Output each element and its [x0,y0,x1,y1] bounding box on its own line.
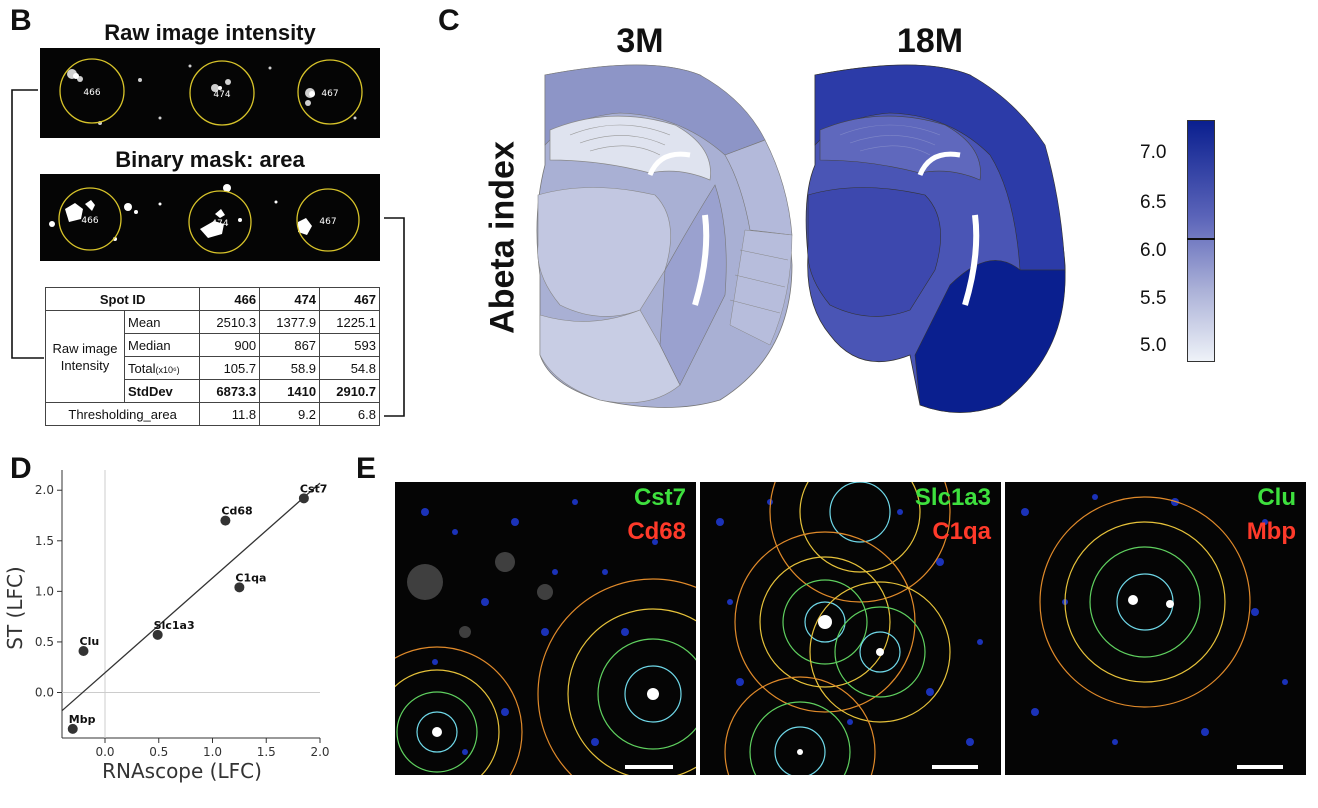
mask-spot-label: 474 [211,219,228,229]
green-marker-label: Cst7 [633,484,686,511]
table-row: Total(x10⁶) 105.7 58.9 54.8 [46,356,380,380]
table-cell: 900 [199,333,261,357]
colorbar-tick-label: 7.0 [1140,142,1167,163]
table-cell: 867 [259,333,321,357]
x-tick-label: 0.5 [149,745,168,759]
fluorescence-svg-3 [1021,494,1288,769]
group-label-line1: Raw image [52,340,118,356]
raw-image-title: Raw image intensity [104,20,316,45]
scatter-plot: 0.0 0.5 1.0 1.5 2.0 0.0 0.5 1.0 1.5 2.0 Cst7 Cd68 C1… [3,470,330,783]
x-tick-label: 1.5 [257,745,276,759]
point-label: Cd68 [221,505,252,518]
raw-spot-label: 466 [83,88,100,98]
table-cell: 9.2 [259,402,321,426]
row-label-text: Total [128,360,156,376]
green-marker-label: Slc1a3 [914,484,991,511]
table-cell: 1410 [259,379,321,403]
fluorescence-image-1: Cst7 Cd68 [351,482,769,808]
raw-intensity-group-label: Raw image Intensity [45,310,125,403]
data-point [298,493,309,504]
point-label: C1qa [235,571,266,584]
point-label: Cst7 [300,482,328,495]
raw-intensity-svg: 466 474 467 [59,58,363,126]
data-point [220,515,231,526]
table-cell: 466 [199,287,261,311]
spot-stats-table: Spot ID 466 474 467 Raw image Intensity … [44,287,380,426]
red-marker-label: C1qa [932,518,991,545]
y-tick-label: 2.0 [35,483,54,497]
raw-intensity-image: 466 474 467 [40,48,380,138]
raw-spot-label: 474 [213,90,230,100]
table-cell: 105.7 [199,356,261,380]
table-cell: 6873.3 [199,379,261,403]
x-axis-label: RNAscope (LFC) [102,759,262,783]
table-cell: 1225.1 [319,310,380,334]
spot-id-header: Spot ID [44,287,201,311]
point-label: Slc1a3 [154,619,195,632]
title-3m: 3M [616,22,664,60]
green-marker-label: Clu [1257,484,1296,511]
colorbar-tick-label: 5.5 [1140,288,1167,309]
threshold-row-label: Thresholding_area [44,402,201,426]
panel-d-letter: D [10,452,32,485]
binary-mask-image: 466 474 467 [40,174,380,261]
x-tick-label: 2.0 [310,745,329,759]
table-row: Raw image Intensity Mean 2510.3 1377.9 1… [45,310,380,403]
abeta-colorbar [1187,120,1215,362]
panel-b-brackets [11,89,405,417]
fluorescence-image-3: Clu Mbp [1005,482,1306,775]
table-cell: 2510.3 [199,310,261,334]
table-cell: 593 [319,333,380,357]
data-point [78,646,89,657]
row-label: Mean [123,310,201,334]
colorbar-tick-label: 6.0 [1140,240,1167,261]
point-label: Mbp [69,713,96,726]
row-label: StdDev [123,379,201,403]
brain-section-18m [805,64,1066,413]
y-axis-label: ST (LFC) [3,566,27,650]
table-row: Thresholding_area 11.8 9.2 6.8 [44,402,380,426]
table-cell: 2910.7 [319,379,380,403]
y-tick-label: 1.5 [35,534,54,548]
table-cell: 11.8 [199,402,261,426]
mask-spot-label: 466 [81,216,98,226]
abeta-index-label: Abeta index [483,141,522,334]
raw-spot-label: 467 [321,89,338,99]
table-header-row: Spot ID 466 474 467 [44,287,380,311]
data-point [152,629,163,640]
panel-e-letter: E [356,452,377,485]
y-tick-label: 0.0 [35,685,54,699]
fluorescence-image-2: Slc1a3 C1qa [700,421,1001,808]
regression-line [61,482,321,712]
panel-c-letter: C [438,4,460,37]
table-cell: 58.9 [259,356,321,380]
row-label: Median [123,333,201,357]
data-point [67,723,78,734]
y-tick-label: 1.0 [35,584,54,598]
table-cell: 467 [319,287,380,311]
row-label-suffix: (x10⁶) [155,364,180,375]
table-cell: 6.8 [319,402,380,426]
panel-b-letter: B [10,4,32,37]
title-18m: 18M [896,22,964,60]
data-point [234,582,245,593]
table-cell: 1377.9 [259,310,321,334]
binary-mask-svg: 466 474 467 [49,184,360,254]
y-tick-label: 0.5 [35,635,54,649]
red-marker-label: Cd68 [627,518,686,545]
point-label: Clu [80,635,100,648]
table-cell: 54.8 [319,356,380,380]
colorbar-tick-label: 6.5 [1140,192,1167,213]
table-cell: 474 [259,287,321,311]
group-label-line2: Intensity [60,357,110,373]
x-tick-label: 0.0 [95,745,114,759]
colorbar-tick-label: 5.0 [1140,335,1167,356]
x-tick-label: 1.0 [203,745,222,759]
row-label: Total(x10⁶) [123,356,201,380]
mask-spot-label: 467 [319,217,336,227]
binary-mask-title: Binary mask: area [115,147,305,172]
colorbar-marker [1187,238,1215,240]
red-marker-label: Mbp [1246,518,1296,545]
brain-section-3m [536,64,793,408]
